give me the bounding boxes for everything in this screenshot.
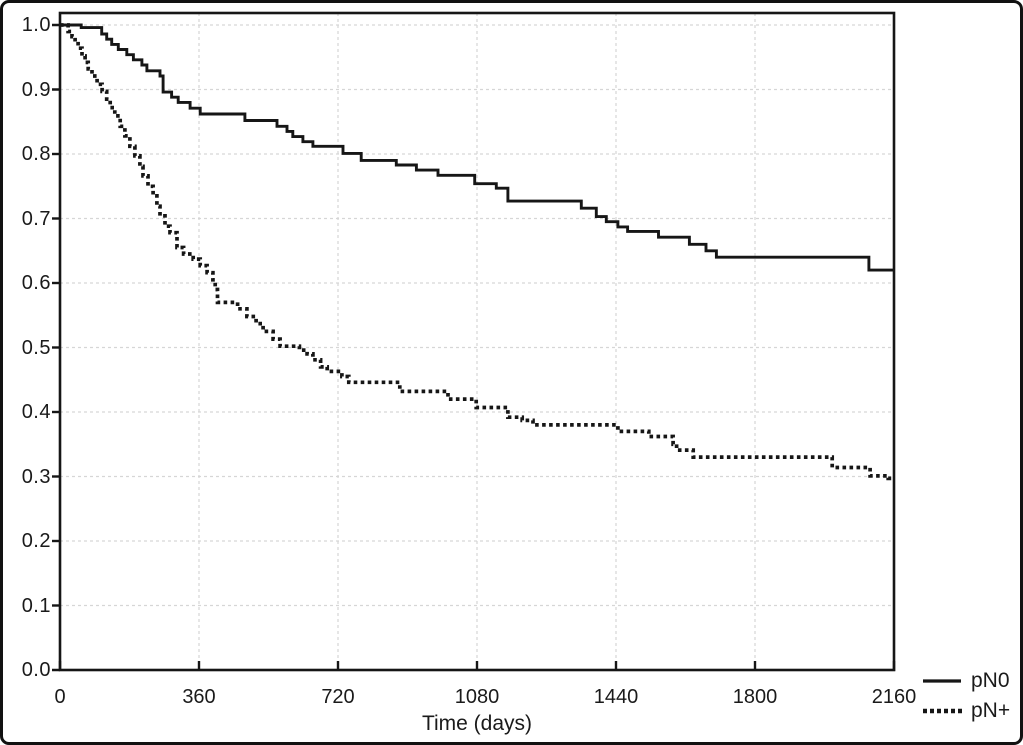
curve-pN+ [60,23,893,481]
y-axis-tick-labels: 1.0 0.9 0.8 0.7 0.6 0.5 0.4 0.3 0.2 0.1 0.0 [3,3,59,742]
x-tick-label: 360 [182,686,216,708]
x-tick-label: 1800 [732,686,778,708]
y-tick-label: 0.0 [21,659,51,681]
x-tick-label: 2160 [871,686,917,708]
legend-label-pn0: pN0 [971,668,1010,692]
legend-item-pn0: pN0 [922,666,1010,695]
x-tick-label: 720 [321,686,355,708]
y-tick-label: 0.8 [21,143,51,165]
curve-pN0 [60,23,894,272]
y-tick-label: 1.0 [21,14,51,36]
x-tick-label: 1080 [454,686,500,708]
legend-solid-line-icon [923,678,961,683]
legend: pN0 pN+ [922,666,1010,725]
kaplan-meier-chart [52,11,896,672]
legend-dotted-line-icon [923,708,962,713]
y-tick-label: 0.6 [21,272,51,294]
legend-label-pn-plus: pN+ [971,698,1011,722]
y-tick-label: 0.2 [21,530,51,552]
y-tick-label: 0.5 [21,336,51,359]
y-tick-label: 0.9 [21,78,51,101]
y-tick-label: 0.1 [21,594,51,617]
y-tick-label: 0.3 [21,465,51,488]
x-tick-label: 1440 [593,686,639,708]
x-tick-label: 0 [54,686,66,708]
x-axis-tick-labels: 0 360 720 1080 1440 1800 2160 [3,685,1020,709]
y-tick-label: 0.4 [21,401,51,423]
legend-item-pn-plus: pN+ [922,696,1010,725]
x-axis-title: Time (days) [421,712,533,735]
y-tick-label: 0.7 [21,207,51,230]
